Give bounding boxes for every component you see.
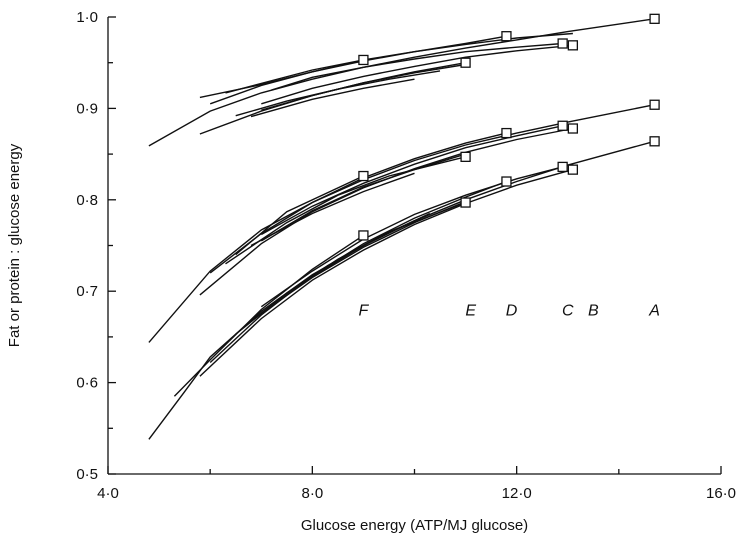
data-point-marker <box>649 136 660 147</box>
data-point-marker <box>649 99 660 110</box>
condition-label-B: B <box>588 302 599 319</box>
series-line-top <box>261 63 466 111</box>
data-point-marker <box>567 164 579 175</box>
y-tick-label: 0·8 <box>76 192 98 209</box>
condition-label-D: D <box>506 302 518 319</box>
data-point-marker <box>567 123 579 134</box>
series-line-top <box>209 59 364 105</box>
x-tick-label: 8·0 <box>301 485 323 502</box>
data-point-marker <box>557 161 568 173</box>
data-point-marker <box>460 197 471 208</box>
series-line-middle <box>260 153 466 242</box>
series-line-middle <box>199 127 574 296</box>
series-line-top <box>271 42 563 91</box>
series-line-top <box>148 18 655 147</box>
series-line-bottom <box>260 166 563 308</box>
ticks: 0·5 0·6 0·7 0·8 0·9 1·0 4·0 8·0 12·0 16·0 <box>76 9 736 502</box>
series-line-top <box>235 70 441 117</box>
series-line-top <box>261 44 573 105</box>
x-tick-label: 4·0 <box>97 485 119 502</box>
series-line-bottom <box>148 140 655 440</box>
data-point-marker <box>567 40 579 51</box>
condition-label-A: A <box>648 302 660 319</box>
x-tick-label: 16·0 <box>706 485 736 502</box>
data-point-marker <box>358 230 369 241</box>
data-point-marker <box>501 176 512 187</box>
series-line-middle <box>250 172 415 247</box>
markers <box>358 13 660 241</box>
data-point-marker <box>358 170 369 182</box>
condition-label-F: F <box>359 302 370 319</box>
y-tick-label: 0·9 <box>76 100 98 117</box>
condition-label-E: E <box>465 302 476 319</box>
curves <box>148 18 655 440</box>
y-axis-title: Fat or protein : glucose energy <box>6 143 23 347</box>
y-tick-label: 0·6 <box>76 375 98 392</box>
y-tick-label: 0·5 <box>76 466 98 483</box>
data-point-marker <box>460 57 471 68</box>
data-point-marker <box>557 120 568 131</box>
condition-label-C: C <box>562 302 574 319</box>
series-line-bottom <box>173 234 364 397</box>
series-line-bottom <box>199 168 574 377</box>
series-line-bottom <box>260 220 415 314</box>
y-tick-label: 0·7 <box>76 283 98 300</box>
data-point-marker <box>557 38 568 49</box>
x-axis-title: Glucose energy (ATP/MJ glucose) <box>301 517 528 534</box>
series-line-bottom <box>209 180 507 364</box>
series-line-middle <box>260 125 563 236</box>
series-line-middle <box>235 175 364 256</box>
series-line-top <box>250 78 415 118</box>
data-point-marker <box>460 151 471 162</box>
y-tick-label: 1·0 <box>76 9 98 26</box>
series-line-middle <box>148 104 655 343</box>
series-line-bottom <box>235 201 466 335</box>
data-point-marker <box>358 54 369 66</box>
x-tick-label: 12·0 <box>502 485 532 502</box>
data-point-marker <box>649 13 660 24</box>
axes <box>107 17 721 475</box>
series-line-top <box>225 35 507 94</box>
data-point-marker <box>501 31 512 42</box>
data-point-marker <box>501 127 512 139</box>
